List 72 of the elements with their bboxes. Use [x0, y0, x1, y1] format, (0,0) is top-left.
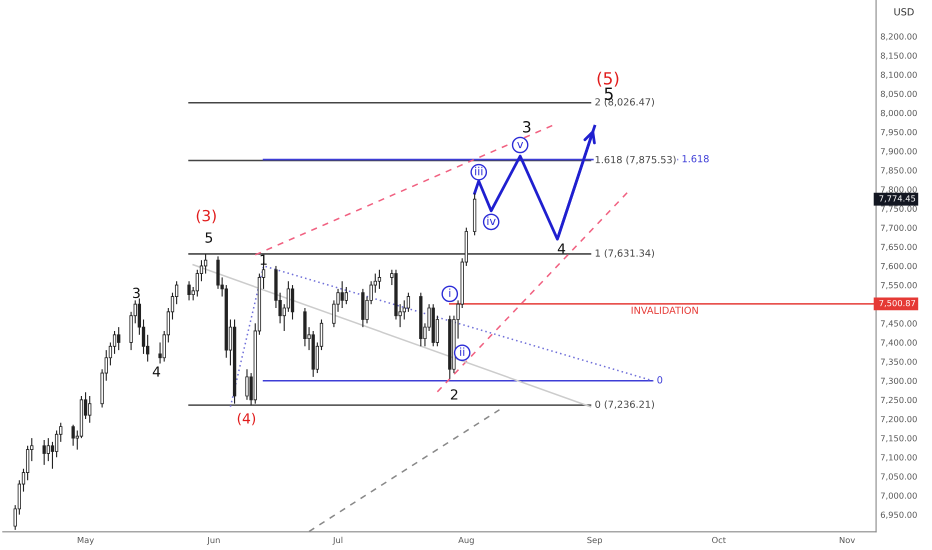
- annotation: INVALIDATION: [632, 306, 698, 314]
- candlestick: [42, 439, 46, 466]
- y-tick-label: 7,250.00: [880, 396, 917, 404]
- annotation: v: [517, 142, 524, 148]
- y-tick-label: 7,900.00: [880, 148, 917, 156]
- y-tick-label: 8,150.00: [880, 52, 917, 60]
- y-tick-label: 7,450.00: [880, 320, 917, 328]
- y-tick-label: 7,150.00: [880, 435, 917, 442]
- candlestick: [340, 280, 344, 309]
- series-label: 1 (7,631.34): [596, 249, 654, 258]
- candlestick: [46, 438, 50, 462]
- y-tick-label: 8,050.00: [880, 90, 917, 98]
- annotation: iii: [475, 166, 482, 176]
- y-tick-label: 7,750.00: [880, 206, 917, 213]
- annotation: (3): [196, 210, 216, 224]
- annotation: 4: [558, 244, 566, 254]
- y-tick-label: 8,000.00: [880, 110, 917, 118]
- candlestick: [402, 300, 406, 320]
- candlestick: [187, 280, 191, 301]
- candlestick: [196, 269, 199, 298]
- y-axis-title: USD: [894, 8, 914, 16]
- x-tick-label: Nov: [840, 536, 855, 544]
- candlestick: [71, 424, 75, 446]
- y-tick-label: 8,200.00: [880, 33, 917, 40]
- annotation: (5): [598, 72, 618, 87]
- candlestick: [117, 326, 120, 351]
- x-tick-label: Aug: [458, 536, 474, 545]
- text: 7,500.87: [879, 300, 916, 308]
- y-tick-label: 7,950.00: [880, 128, 917, 136]
- annotation: iv: [487, 216, 496, 225]
- y-tick-label: 7,650.00: [880, 244, 917, 251]
- y-tick-label: 7,700.00: [880, 224, 917, 232]
- series-label: 0: [657, 376, 662, 384]
- y-tick-label: 7,850.00: [880, 167, 917, 174]
- y-tick-label: 7,000.00: [880, 492, 917, 500]
- y-tick-label: 7,350.00: [880, 358, 917, 366]
- candlestick: [290, 284, 294, 320]
- y-tick-label: 7,300.00: [880, 378, 917, 385]
- x-tick-label: May: [78, 536, 94, 545]
- candlestick: [378, 269, 382, 290]
- series-label: 1.618 (7,875.53): [596, 156, 676, 164]
- candlestick: [88, 395, 92, 424]
- x-tick-label: Jun: [206, 536, 220, 545]
- y-tick-label: 7,550.00: [880, 282, 917, 290]
- y-tick-label: 7,100.00: [880, 454, 917, 462]
- candlestick: [204, 254, 208, 274]
- annotation: 1: [260, 254, 267, 265]
- y-tick-label: 8,100.00: [880, 72, 917, 79]
- annotation: 3: [523, 121, 530, 133]
- annotation: 2: [450, 389, 458, 400]
- annotation: 3: [133, 288, 140, 298]
- y-tick-label: 7,200.00: [880, 416, 917, 424]
- text: 7,774.45: [879, 195, 916, 202]
- y-tick-label: 6,950.00: [880, 512, 917, 519]
- y-tick-label: 7,800.00: [880, 186, 917, 194]
- y-tick-label: 7,050.00: [880, 473, 917, 481]
- annotation: 4: [152, 366, 160, 377]
- x-tick-label: Oct: [712, 536, 726, 544]
- annotation: (4): [238, 412, 256, 426]
- annotation: ii: [460, 347, 464, 356]
- series-label: 1.618: [682, 155, 709, 162]
- annotation: 5: [206, 232, 212, 243]
- series-label: 2 (8,026.47): [595, 98, 654, 107]
- y-tick-label: 7,400.00: [880, 339, 917, 347]
- annotation: i: [449, 288, 450, 297]
- candlestick: [344, 286, 348, 305]
- series-label: 0 (7,236.21): [595, 400, 654, 410]
- x-tick-label: Sep: [587, 536, 602, 545]
- candlestick: [245, 368, 249, 400]
- x-tick-label: Jul: [332, 536, 342, 545]
- y-tick-label: 7,600.00: [880, 262, 917, 270]
- annotation: 5: [604, 88, 613, 100]
